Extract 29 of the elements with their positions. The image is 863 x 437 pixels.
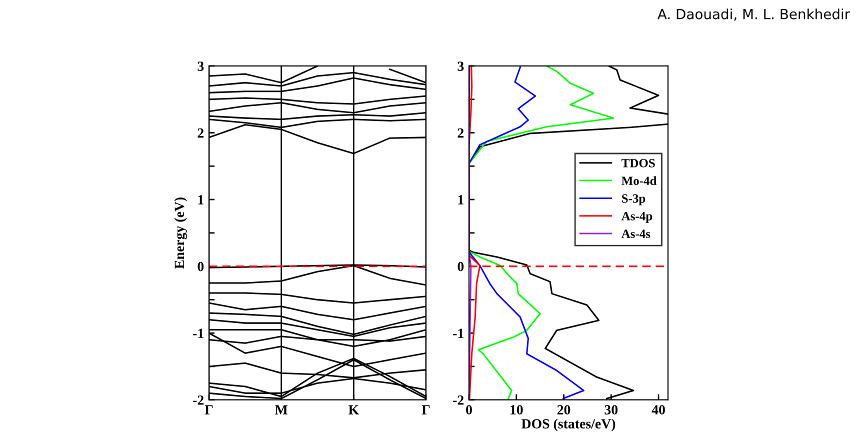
y-axis-title: Energy (eV) [174, 197, 188, 269]
legend-label: As-4p [621, 212, 652, 223]
x-tick-label: 10 [510, 405, 523, 414]
x-axis-title: DOS (states/eV) [521, 418, 616, 432]
x-tick-label: 0 [466, 405, 472, 414]
y-tick-label: -1 [193, 328, 204, 338]
y-tick-label: 1 [458, 195, 464, 204]
x-tick-label: Γ [204, 405, 213, 414]
x-tick-label: 20 [557, 405, 570, 414]
y-tick-label: 0 [458, 262, 464, 272]
y-tick-label: 3 [458, 62, 464, 71]
y-tick-label: -2 [193, 395, 204, 405]
x-tick-label: 40 [652, 405, 665, 414]
y-tick-label: 2 [458, 128, 464, 138]
x-tick-label: 30 [604, 405, 618, 414]
x-tick-label: K [348, 405, 359, 414]
x-tick-label: M [275, 405, 288, 414]
legend-label: S-3p [622, 194, 646, 206]
y-tick-label: -2 [453, 395, 464, 405]
y-tick-label: -1 [453, 328, 464, 338]
y-tick-label: 2 [198, 128, 204, 138]
text: A. Daouadi, M. L. Benkhedir [658, 8, 850, 21]
y-tick-label: 0 [198, 262, 204, 272]
x-tick-label: Γ [422, 405, 430, 414]
y-tick-label: 1 [198, 195, 204, 204]
legend-label: Mo-4d [622, 176, 657, 186]
legend-label: TDOS [622, 158, 655, 168]
y-tick-label: 3 [198, 62, 204, 71]
legend-label: As-4s [621, 230, 650, 238]
